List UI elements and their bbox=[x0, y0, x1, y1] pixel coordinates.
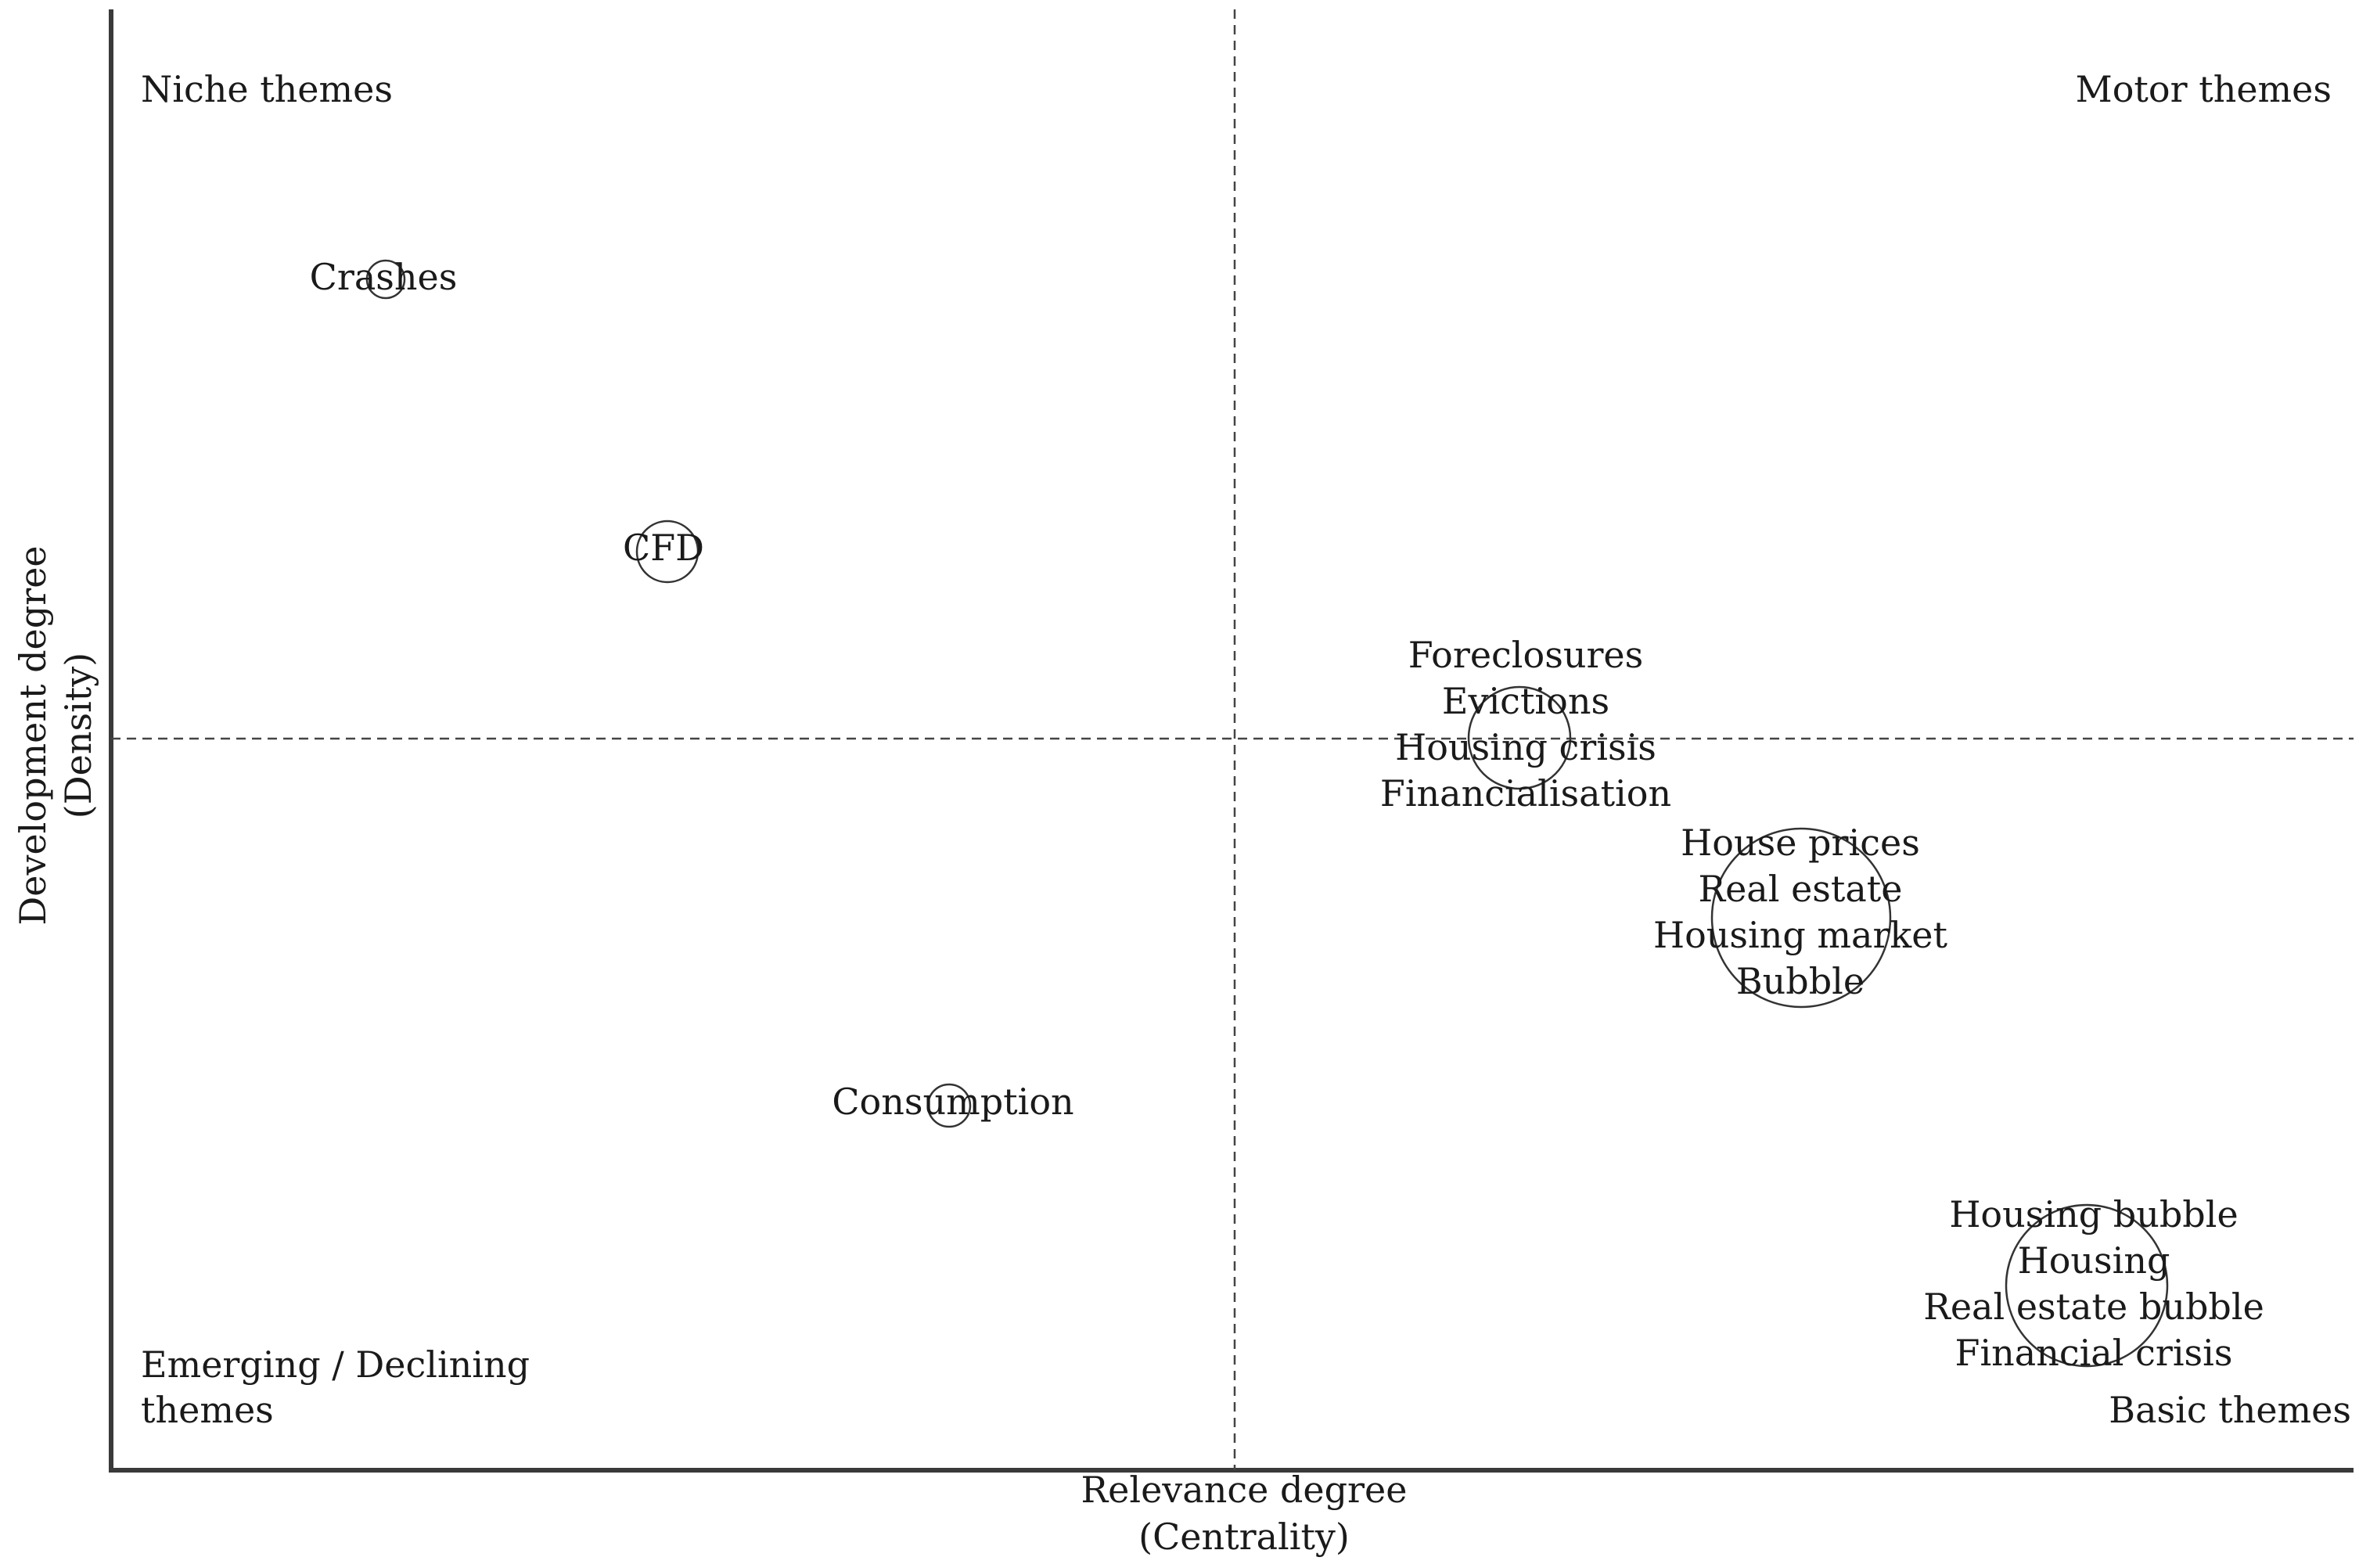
cluster-bubble bbox=[365, 259, 406, 300]
cluster-term: Housing market bbox=[1653, 914, 1948, 956]
cluster-bubble bbox=[926, 1083, 972, 1128]
cluster-term: Housing crisis bbox=[1395, 726, 1656, 768]
cluster-cfd: CFD bbox=[623, 520, 704, 584]
cluster-crashes: Crashes bbox=[310, 256, 458, 300]
cluster-term: Bubble bbox=[1736, 960, 1865, 1002]
cluster-term: Crashes bbox=[310, 256, 458, 298]
quadrant-label-basic: Basic themes bbox=[2109, 1389, 2351, 1431]
x-axis-label-sub: (Centrality) bbox=[1138, 1516, 1350, 1558]
cluster-term: Housing bbox=[2018, 1239, 2170, 1282]
y-axis-label-sub: (Density) bbox=[57, 653, 99, 818]
cluster-term: Evictions bbox=[1442, 680, 1609, 722]
cluster-term: Financialisation bbox=[1380, 772, 1671, 815]
cluster-foreclosures: Foreclosures Evictions Housing crisis Fi… bbox=[1380, 634, 1671, 815]
cluster-term: Housing bubble bbox=[1949, 1193, 2238, 1235]
quadrant-label-emerging-declining-2: themes bbox=[141, 1389, 274, 1431]
quadrant-label-motor: Motor themes bbox=[2076, 68, 2332, 110]
quadrant-label-emerging-declining: Emerging / Declining bbox=[141, 1343, 530, 1386]
cluster-term: House prices bbox=[1681, 822, 1920, 864]
cluster-term: Real estate bubble bbox=[1923, 1286, 2264, 1328]
cluster-bubble bbox=[2005, 1203, 2169, 1368]
cluster-term: Consumption bbox=[832, 1081, 1073, 1123]
cluster-housing-bubble: Housing bubble Housing Real estate bubbl… bbox=[1923, 1193, 2264, 1374]
y-axis-label: Development degree bbox=[12, 545, 54, 925]
cluster-bubble bbox=[1710, 827, 1892, 1009]
x-axis-label: Relevance degree bbox=[1081, 1469, 1408, 1511]
quadrant-label-niche: Niche themes bbox=[141, 68, 393, 110]
cluster-consumption: Consumption bbox=[832, 1081, 1074, 1128]
cluster-term: Real estate bbox=[1698, 868, 1902, 910]
cluster-term: Financial crisis bbox=[1955, 1332, 2233, 1374]
cluster-term: CFD bbox=[623, 527, 704, 569]
cluster-bubble bbox=[635, 520, 699, 584]
cluster-bubble bbox=[1467, 685, 1572, 790]
cluster-term: Foreclosures bbox=[1408, 634, 1644, 676]
cluster-house-prices: House prices Real estate Housing market … bbox=[1653, 822, 1948, 1009]
